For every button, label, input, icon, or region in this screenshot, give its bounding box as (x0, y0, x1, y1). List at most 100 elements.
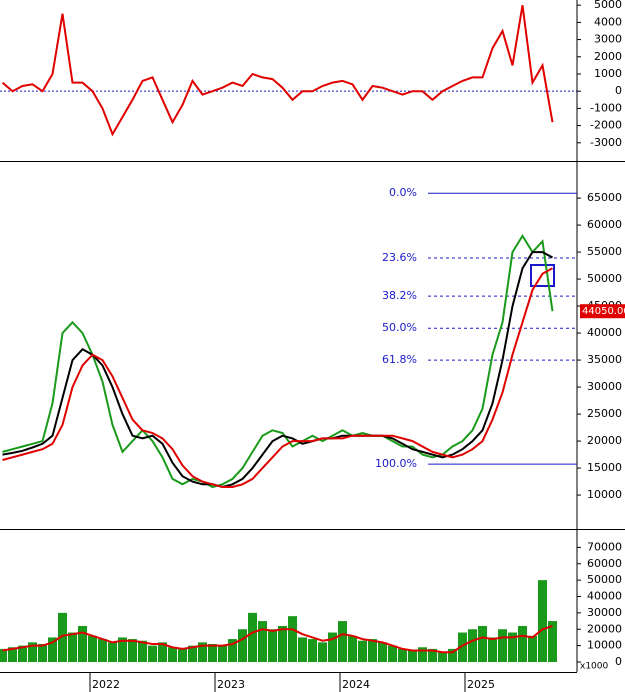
volume-bar (178, 648, 187, 662)
volume-bar (328, 632, 337, 662)
volume-bar (0, 648, 7, 662)
highlight-box (530, 264, 555, 287)
volume-bar (248, 612, 257, 662)
volume-bar (168, 647, 177, 662)
volume-bar (78, 625, 87, 662)
volume-bar (528, 635, 537, 662)
y-tick-label: 1000 (594, 67, 622, 80)
volume-bar (408, 650, 417, 662)
y-tick-label: 25000 (587, 407, 622, 420)
fib-label: 100.0% (375, 457, 417, 470)
fib-label: 23.6% (382, 251, 417, 264)
volume-bar (348, 635, 357, 662)
volume-bar (378, 642, 387, 662)
volume-bar (388, 645, 397, 662)
y-tick-label: 65000 (587, 191, 622, 204)
volume-bar (228, 639, 237, 662)
volume-bar (128, 639, 137, 662)
volume-bar (238, 629, 247, 662)
volume-bar (68, 632, 77, 662)
y-tick-label: 10000 (587, 639, 622, 652)
volume-bar (258, 621, 267, 662)
volume-bar (538, 580, 547, 662)
volume-bar (358, 640, 367, 662)
volume-bar (198, 642, 207, 662)
volume-bar (278, 625, 287, 662)
fib-label: 61.8% (382, 353, 417, 366)
volume-bar (308, 639, 317, 662)
volume-bar (118, 637, 127, 662)
x-tick-label: 2025 (467, 678, 495, 691)
volume-bar (508, 632, 517, 662)
y-tick-label: 30000 (587, 380, 622, 393)
series-line (2, 267, 553, 488)
y-tick-label: 20000 (587, 622, 622, 635)
fib-label: 50.0% (382, 321, 417, 334)
volume-bar (368, 639, 377, 662)
fib-label: 0.0% (389, 186, 417, 199)
volume-bar (108, 642, 117, 662)
y-tick-label: -2000 (590, 119, 622, 132)
volume-bar (548, 621, 557, 662)
volume-bar (58, 612, 67, 662)
volume-bar (478, 625, 487, 662)
x-tick-label: 2022 (92, 678, 120, 691)
y-tick-label: 0 (615, 655, 622, 668)
y-tick-label: 40000 (587, 326, 622, 339)
y-tick-label: 2000 (594, 50, 622, 63)
y-tick-label: 35000 (587, 353, 622, 366)
series-line (1, 5, 554, 137)
volume-bar (28, 642, 37, 662)
y-tick-label: -3000 (590, 136, 622, 149)
volume-bar (88, 635, 97, 662)
volume-bar (158, 642, 167, 662)
x-tick-label: 2023 (217, 678, 245, 691)
price-tag (580, 304, 625, 319)
volume-bar (98, 639, 107, 662)
y-tick-label: 0 (615, 84, 622, 97)
volume-bar (428, 648, 437, 662)
y-tick-label: 40000 (587, 590, 622, 603)
volume-bar (138, 640, 147, 662)
volume-bar (188, 645, 197, 662)
volume-bar (448, 648, 457, 662)
volume-bar (488, 637, 497, 662)
y-tick-label: 20000 (587, 434, 622, 447)
volume-bar (398, 648, 407, 662)
y-tick-label: 60000 (587, 218, 622, 231)
series-line (2, 625, 553, 654)
x-tick-label: 2024 (342, 678, 370, 691)
unit-label: x1000 (580, 662, 609, 672)
y-tick-label: 60000 (587, 557, 622, 570)
volume-bar (418, 647, 427, 662)
volume-bar (318, 642, 327, 662)
y-tick-label: 10000 (587, 488, 622, 501)
fib-label: 38.2% (382, 289, 417, 302)
volume-bar (148, 645, 157, 662)
price-tag-label: 44050.00 (582, 306, 625, 317)
volume-bar (48, 637, 57, 662)
y-tick-label: 30000 (587, 606, 622, 619)
volume-bar (468, 629, 477, 662)
series-line (2, 233, 554, 489)
volume-bar (208, 643, 217, 662)
volume-bar (518, 625, 527, 662)
y-tick-label: 50000 (587, 573, 622, 586)
volume-bar (18, 645, 27, 662)
y-tick-label: -1000 (590, 101, 622, 114)
volume-bar (498, 629, 507, 662)
volume-bar (438, 652, 447, 662)
volume-bar (338, 621, 347, 662)
volume-bar (8, 647, 17, 662)
y-tick-label: 55000 (587, 245, 622, 258)
y-tick-label: 15000 (587, 461, 622, 474)
volume-bar (458, 632, 467, 662)
y-tick-label: 50000 (587, 272, 622, 285)
y-tick-label: 5000 (594, 0, 622, 11)
volume-bar (38, 643, 47, 662)
volume-bar (298, 637, 307, 662)
volume-bar (268, 629, 277, 662)
y-tick-label: 70000 (587, 540, 622, 553)
